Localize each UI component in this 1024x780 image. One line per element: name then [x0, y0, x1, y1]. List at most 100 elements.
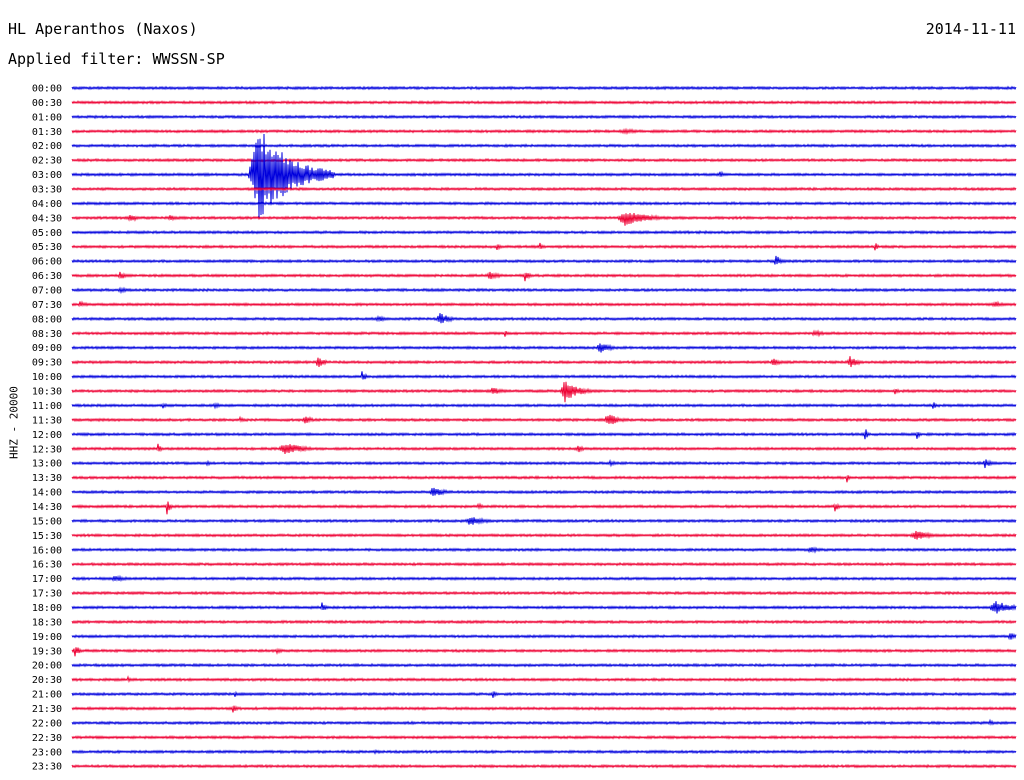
time-tick-label: 17:30 — [32, 589, 62, 600]
time-tick-label: 20:30 — [32, 675, 62, 686]
trace-line — [71, 99, 1017, 105]
time-tick-label: 01:00 — [32, 112, 62, 123]
date-label: 2014-11-11 — [925, 20, 1016, 38]
trace-line — [71, 212, 1017, 226]
trace-line — [71, 574, 1017, 582]
time-tick-label: 04:30 — [32, 213, 62, 224]
time-tick-label: 13:00 — [32, 459, 62, 470]
trace-line — [71, 718, 1017, 726]
trace-line — [71, 343, 1017, 353]
trace-line — [71, 690, 1017, 698]
time-tick-label: 06:30 — [32, 271, 62, 282]
trace-line — [71, 429, 1017, 440]
trace-line — [71, 459, 1017, 469]
time-tick-label: 12:00 — [32, 430, 62, 441]
trace-line — [71, 114, 1017, 120]
time-tick-label: 00:30 — [32, 98, 62, 109]
trace-line — [71, 546, 1017, 554]
time-tick-label: 23:00 — [32, 747, 62, 758]
trace-line — [71, 763, 1017, 769]
time-tick-label: 09:00 — [32, 343, 62, 354]
trace-line — [71, 662, 1017, 668]
trace-line — [71, 381, 1017, 403]
time-tick-label: 12:30 — [32, 444, 62, 455]
trace-line — [71, 734, 1017, 740]
time-tick-label: 21:00 — [32, 690, 62, 701]
time-tick-label: 13:30 — [32, 473, 62, 484]
trace-line — [71, 402, 1017, 410]
time-tick-label: 01:30 — [32, 127, 62, 138]
trace-line — [71, 229, 1017, 235]
time-tick-label: 03:30 — [32, 185, 62, 196]
trace-line — [71, 475, 1017, 483]
trace-line — [71, 143, 1017, 149]
trace-line — [71, 329, 1017, 338]
trace-line — [71, 619, 1017, 625]
trace-line — [71, 647, 1017, 657]
time-tick-label: 08:30 — [32, 329, 62, 340]
time-tick-label: 22:00 — [32, 718, 62, 729]
trace-line — [71, 590, 1017, 596]
trace-line — [71, 371, 1017, 380]
time-tick-label: 22:30 — [32, 733, 62, 744]
time-tick-label: 00:00 — [32, 84, 62, 95]
trace-line — [71, 255, 1017, 265]
time-tick-label: 05:00 — [32, 228, 62, 239]
time-tick-label: 11:00 — [32, 401, 62, 412]
time-tick-label: 05:30 — [32, 242, 62, 253]
trace-line — [71, 749, 1017, 755]
time-tick-label: 03:00 — [32, 170, 62, 181]
trace-line — [71, 517, 1017, 525]
trace-line — [71, 561, 1017, 567]
time-tick-label: 18:30 — [32, 617, 62, 628]
trace-line — [71, 530, 1017, 540]
trace-line — [71, 300, 1017, 308]
trace-line — [71, 286, 1017, 295]
time-tick-label: 21:30 — [32, 704, 62, 715]
filter-label: Applied filter: WWSSN-SP — [8, 50, 225, 68]
trace-line — [71, 443, 1017, 454]
trace-line — [71, 632, 1017, 641]
time-tick-label: 19:30 — [32, 646, 62, 657]
time-tick-label: 15:30 — [32, 531, 62, 542]
trace-line — [71, 414, 1017, 425]
trace-line — [71, 501, 1017, 515]
time-tick-label: 14:30 — [32, 502, 62, 513]
time-tick-label: 09:30 — [32, 358, 62, 369]
trace-line — [71, 133, 1017, 218]
time-tick-label: 16:30 — [32, 560, 62, 571]
trace-line — [71, 313, 1017, 324]
trace-line — [71, 200, 1017, 206]
time-tick-label: 18:00 — [32, 603, 62, 614]
time-tick-label: 23:30 — [32, 762, 62, 773]
time-tick-label: 02:30 — [32, 156, 62, 167]
trace-line — [71, 601, 1017, 614]
time-tick-label: 10:30 — [32, 387, 62, 398]
station-title: HL Aperanthos (Naxos) — [8, 20, 198, 38]
trace-line — [71, 356, 1017, 368]
time-tick-label: 10:00 — [32, 372, 62, 383]
trace-line — [71, 675, 1017, 683]
time-tick-label: 11:30 — [32, 415, 62, 426]
time-tick-label: 14:00 — [32, 488, 62, 499]
trace-line — [71, 705, 1017, 713]
time-tick-label: 20:00 — [32, 661, 62, 672]
time-tick-label: 19:00 — [32, 632, 62, 643]
trace-line — [71, 487, 1017, 496]
trace-line — [71, 186, 1017, 192]
trace-line — [71, 85, 1017, 91]
time-tick-label: 06:00 — [32, 257, 62, 268]
time-tick-label: 17:00 — [32, 574, 62, 585]
time-tick-label: 07:30 — [32, 300, 62, 311]
time-tick-label: 08:00 — [32, 314, 62, 325]
time-tick-label: 15:00 — [32, 516, 62, 527]
trace-line — [71, 127, 1017, 135]
time-tick-label: 07:00 — [32, 286, 62, 297]
trace-line — [71, 242, 1017, 251]
time-tick-label: 16:00 — [32, 545, 62, 556]
trace-line — [71, 271, 1017, 282]
time-tick-label: 02:00 — [32, 141, 62, 152]
trace-line — [71, 157, 1017, 163]
time-tick-label: 04:00 — [32, 199, 62, 210]
